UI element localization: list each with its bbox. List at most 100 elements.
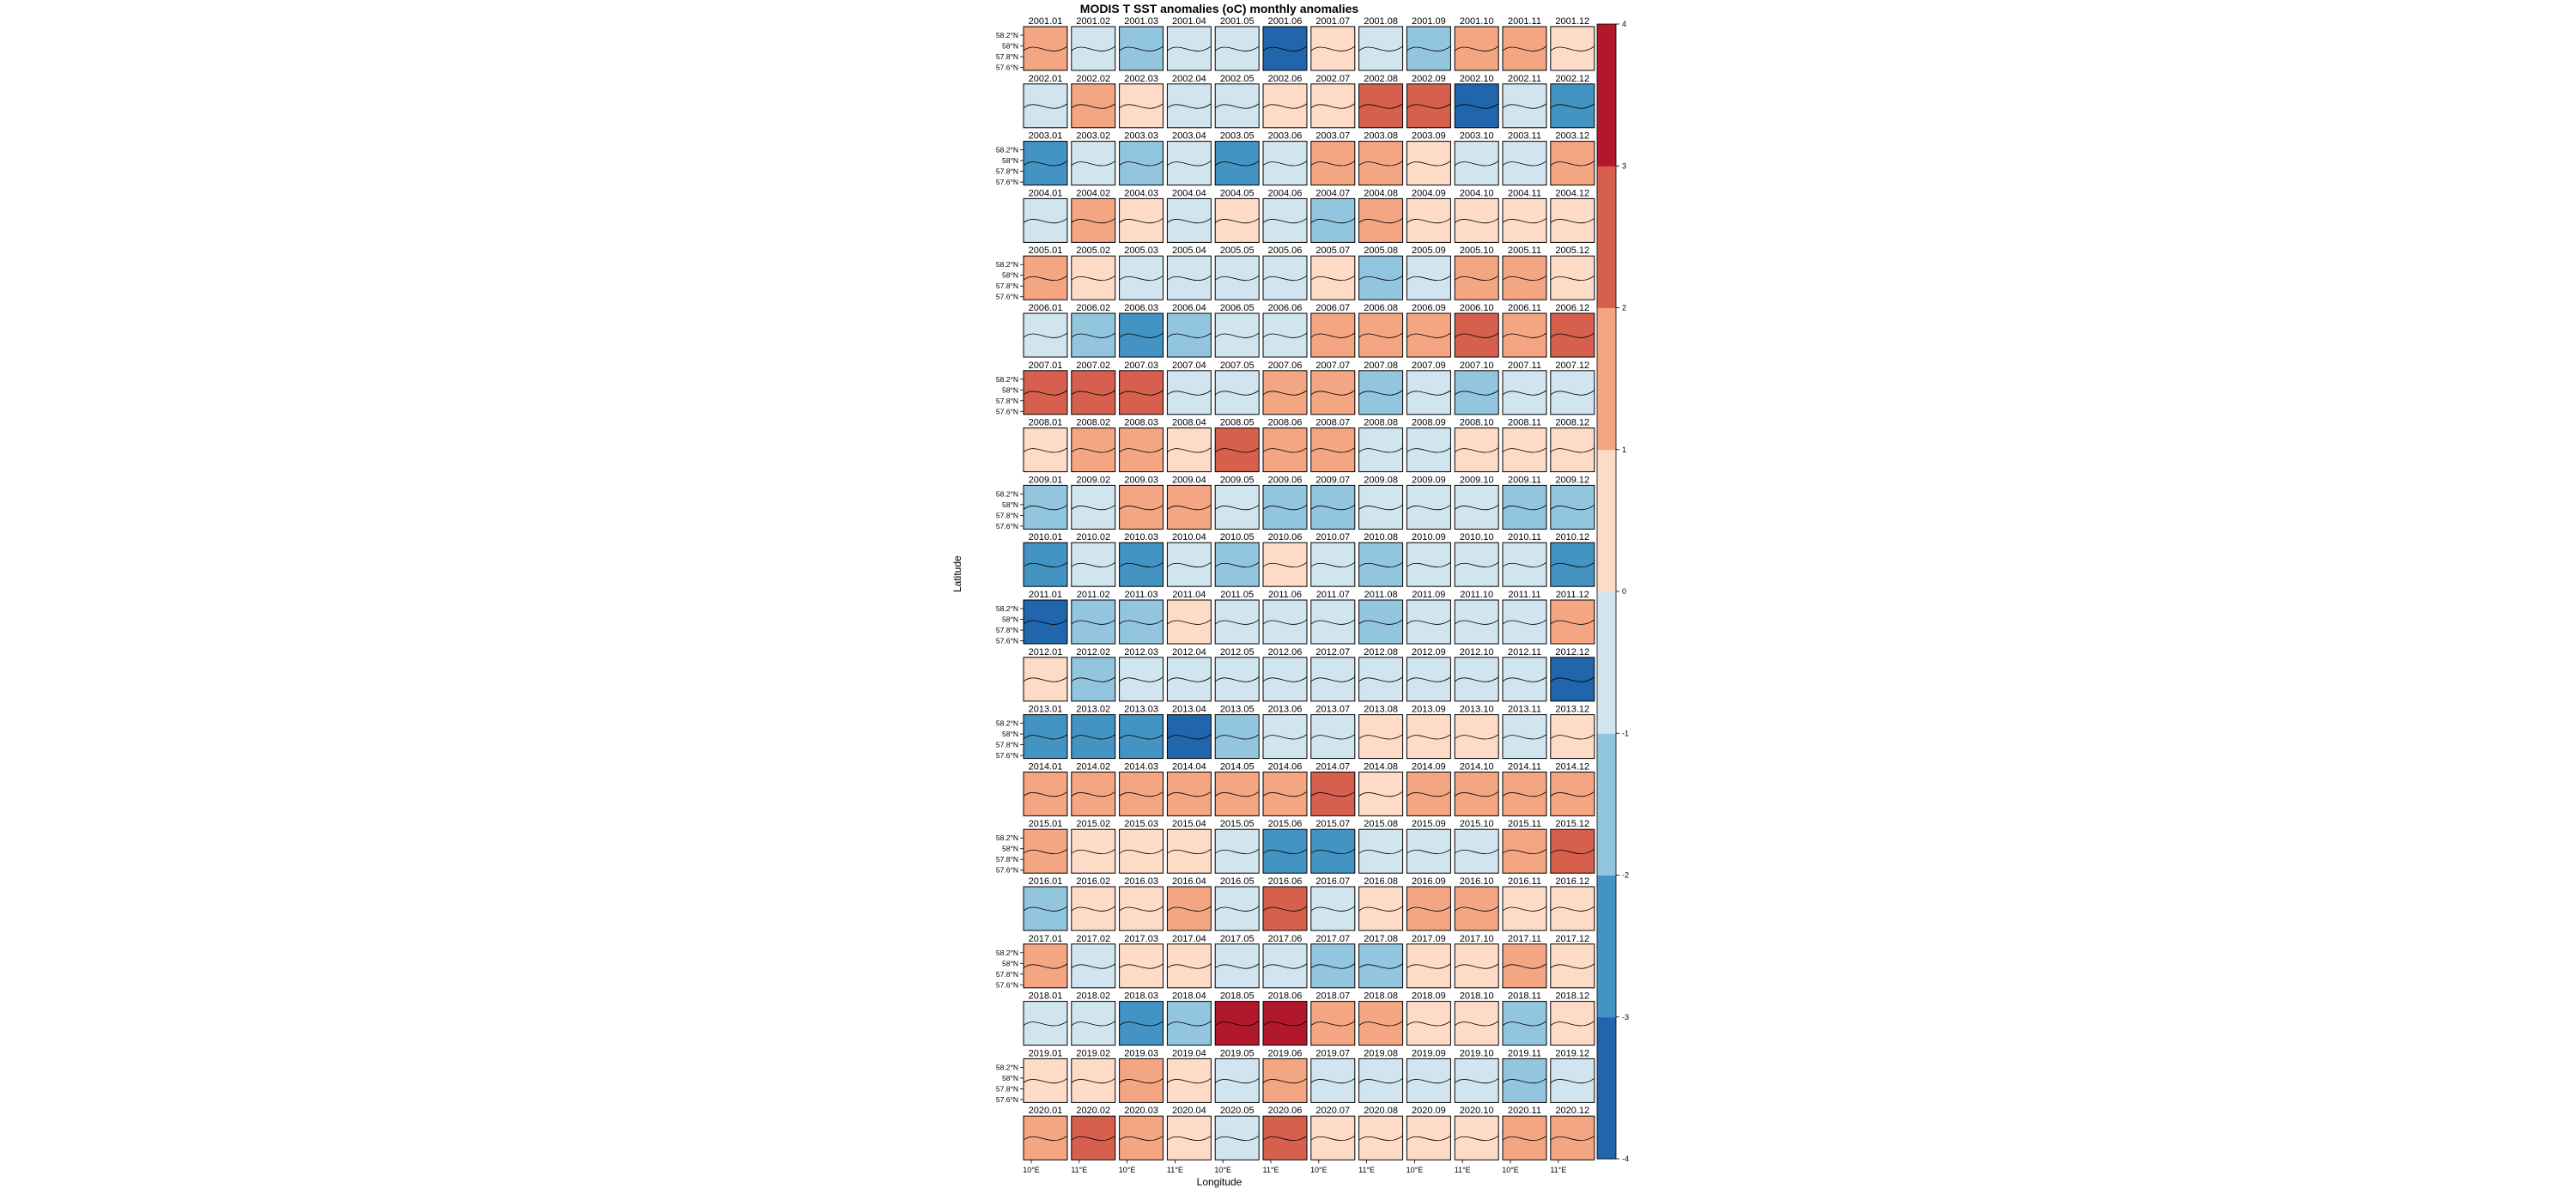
contour-line [1262, 1135, 1308, 1141]
panel-label: 2008.11 [1508, 418, 1541, 428]
panel-fill [1503, 829, 1546, 874]
panel-label: 2008.07 [1315, 418, 1350, 428]
contour-line [1406, 275, 1451, 281]
contour-line [1023, 390, 1068, 396]
panel-border [1023, 484, 1068, 530]
lat-tick-label: 57.8°N [996, 741, 1018, 749]
panel-fill [1455, 1001, 1499, 1046]
panel-border [1550, 141, 1595, 186]
panel-fill [1358, 600, 1403, 644]
panel-border [1454, 83, 1499, 129]
panel-label: 2011.03 [1125, 590, 1158, 600]
panel-fill [1119, 887, 1163, 930]
panel-border [1502, 542, 1547, 587]
panel-fill [1263, 83, 1307, 128]
panel-fill [1550, 370, 1595, 415]
panel-fill [1024, 1001, 1067, 1046]
panel-label: 2013.02 [1076, 705, 1110, 715]
panel-label: 2004.07 [1315, 188, 1350, 198]
panel-label: 2004.06 [1268, 188, 1303, 198]
panel-2004-08: 2004.08 [1358, 188, 1404, 243]
panel-fill [1550, 198, 1595, 243]
panel-fill [1215, 542, 1260, 587]
lon-tick-label: 10°E [1406, 1166, 1424, 1174]
panel-border [1214, 255, 1260, 300]
panel-label: 2016.07 [1315, 876, 1350, 887]
panel-label: 2014.01 [1029, 761, 1063, 772]
panel-border [1454, 657, 1499, 702]
panel-2008-04: 2008.04 [1166, 418, 1212, 473]
panel-label: 2020.01 [1029, 1106, 1063, 1116]
panel-2003-10: 2003.10 [1454, 131, 1499, 186]
panel-fill [1024, 657, 1067, 701]
panel-fill [1071, 313, 1115, 357]
panel-2010-08: 2010.08 [1358, 532, 1404, 587]
panel-border [1023, 771, 1068, 816]
contour-line [1262, 505, 1308, 511]
contour-line [1262, 906, 1308, 912]
panel-label: 2001.09 [1412, 16, 1446, 27]
panel-border [1406, 886, 1451, 931]
panel-label: 2013.03 [1124, 705, 1158, 715]
panel-fill [1310, 1058, 1355, 1103]
panel-2020-11: 2020.11 [1502, 1106, 1547, 1161]
panel-border [1071, 484, 1116, 530]
panel-border [1214, 141, 1260, 186]
contour-line [1550, 275, 1595, 281]
panel-border [1262, 141, 1308, 186]
contour-line [1550, 1021, 1595, 1027]
panel-fill [1406, 1116, 1451, 1161]
panel-label: 2009.12 [1555, 475, 1589, 485]
panel-label: 2013.08 [1364, 705, 1398, 715]
panel-2015-08: 2015.08 [1358, 819, 1404, 874]
panel-fill [1071, 829, 1115, 874]
panel-border [1262, 1058, 1308, 1103]
panel-2007-04: 2007.04 [1166, 361, 1212, 415]
contour-line [1310, 103, 1356, 109]
panel-border [1454, 771, 1499, 816]
lat-tick-label: 57.6°N [996, 64, 1018, 72]
contour-line [1023, 45, 1068, 52]
panel-2019-08: 2019.08 [1358, 1048, 1404, 1103]
contour-line [1310, 505, 1356, 511]
contour-line [1214, 791, 1260, 797]
contour-line [1454, 1135, 1499, 1141]
panel-label: 2020.09 [1412, 1106, 1446, 1116]
lat-tick-label: 57.6°N [996, 293, 1018, 301]
panel-2017-12: 2017.12 [1550, 934, 1595, 989]
panel-label: 2012.09 [1412, 647, 1446, 658]
contour-line [1167, 1021, 1212, 1027]
panel-border [1214, 427, 1260, 473]
panel-label: 2007.10 [1460, 361, 1494, 371]
panel-2002-01: 2002.01 [1023, 74, 1068, 129]
panel-label: 2012.04 [1172, 647, 1206, 658]
panel-border [1310, 1115, 1356, 1161]
panel-border [1550, 771, 1595, 816]
panel-border [1023, 427, 1068, 473]
panel-border [1262, 599, 1308, 645]
contour-line [1454, 390, 1499, 396]
contour-line [1550, 218, 1595, 224]
lat-tick-label: 58°N [1002, 730, 1018, 738]
panel-2017-08: 2017.08 [1358, 934, 1404, 989]
panel-label: 2014.04 [1172, 761, 1206, 772]
panel-border [1502, 1058, 1547, 1103]
panel-fill [1358, 27, 1403, 70]
panel-border [1502, 1115, 1547, 1161]
panel-fill [1455, 714, 1499, 759]
panel-2010-12: 2010.12 [1550, 532, 1595, 587]
panel-2011-10: 2011.10 [1454, 590, 1499, 645]
panel-border [1071, 197, 1116, 243]
panel-fill [1503, 83, 1546, 128]
panel-label: 2012.08 [1364, 647, 1398, 658]
panel-fill [1215, 141, 1260, 185]
panel-fill [1406, 427, 1451, 472]
panel-2013-12: 2013.12 [1550, 705, 1595, 760]
panel-fill [1406, 313, 1451, 357]
panel-label: 2018.01 [1029, 991, 1063, 1002]
contour-line [1214, 1135, 1260, 1141]
panel-border [1454, 714, 1499, 760]
panel-2001-04: 2001.04 [1166, 16, 1212, 71]
panel-label: 2016.12 [1555, 876, 1589, 887]
